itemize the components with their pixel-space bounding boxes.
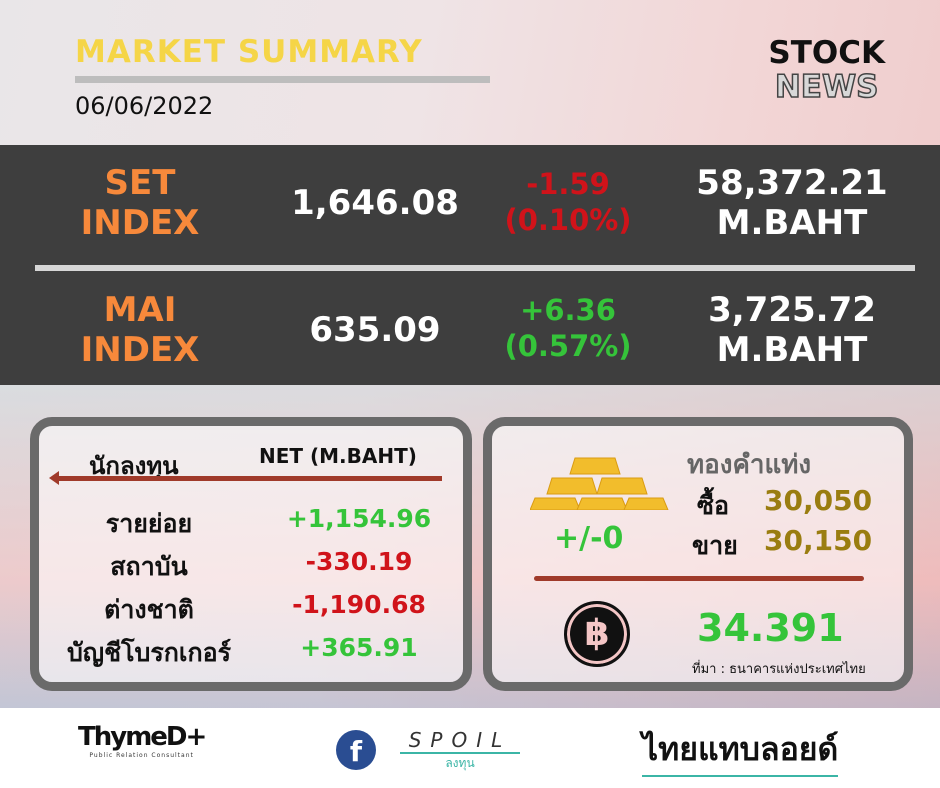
set-value: 1,646.08: [291, 183, 459, 223]
investor-name: บัญชีโบรกเกอร์: [66, 638, 232, 667]
set-change: -1.59 (0.10%): [504, 167, 632, 237]
sell-price: 30,150: [764, 524, 873, 557]
gold-currency-panel: +/-0 ทองคำแท่ง ซื้อ 30,050 ขาย 30,150 ฿ …: [483, 417, 913, 691]
gold-change: +/-0: [554, 521, 624, 556]
net-header: NET (M.BAHT): [259, 444, 417, 468]
investor-net: +365.91: [300, 633, 418, 662]
investor-name: สถาบัน: [110, 552, 188, 581]
baht-coin-icon: ฿: [564, 601, 630, 667]
buy-price: 30,050: [764, 484, 873, 517]
page-title: MARKET SUMMARY: [75, 34, 423, 70]
investor-net: -1,190.68: [292, 590, 426, 619]
facebook-icon[interactable]: f: [336, 730, 376, 770]
investor-header: นักลงทุน: [89, 452, 179, 480]
gold-bars-icon: [530, 457, 669, 510]
logo-line2: NEWS: [774, 69, 879, 105]
thaitabloid-logo: ไทยแทบลอยด์: [642, 724, 839, 777]
arrow-divider: [49, 471, 442, 485]
source-note: ที่มา : ธนาคารแห่งประเทศไทย: [692, 662, 866, 677]
mai-volume: 3,725.72 M.BAHT: [708, 290, 876, 370]
gold-title: ทองคำแท่ง: [687, 450, 812, 480]
exchange-rate: 34.391: [697, 606, 844, 650]
title-underline: [75, 76, 490, 83]
spoil-logo: SPOIL ลงทุน: [400, 728, 520, 773]
mai-value: 635.09: [309, 310, 441, 350]
mai-label: MAI INDEX: [80, 290, 200, 370]
mai-change: +6.36 (0.57%): [504, 293, 632, 363]
thymed-logo: ThymeD+ Public Relation Consultant: [78, 722, 207, 759]
set-volume: 58,372.21 M.BAHT: [696, 163, 888, 243]
buy-label: ซื้อ: [697, 491, 729, 520]
set-label: SET INDEX: [80, 163, 200, 243]
logo-line1: STOCK: [768, 35, 885, 71]
investor-net: -330.19: [305, 547, 413, 576]
investor-net: +1,154.96: [286, 504, 432, 533]
investor-name: รายย่อย: [105, 509, 193, 538]
investor-name: ต่างชาติ: [104, 595, 194, 624]
panel-divider: [534, 576, 864, 581]
footer: ThymeD+ Public Relation Consultant f SPO…: [0, 708, 940, 788]
divider: [35, 265, 915, 271]
sell-label: ขาย: [692, 531, 738, 560]
stock-news-logo: STOCK NEWS: [768, 35, 885, 105]
date: 06/06/2022: [75, 92, 214, 120]
investor-panel: นักลงทุน NET (M.BAHT) รายย่อย +1,154.96 …: [30, 417, 472, 691]
